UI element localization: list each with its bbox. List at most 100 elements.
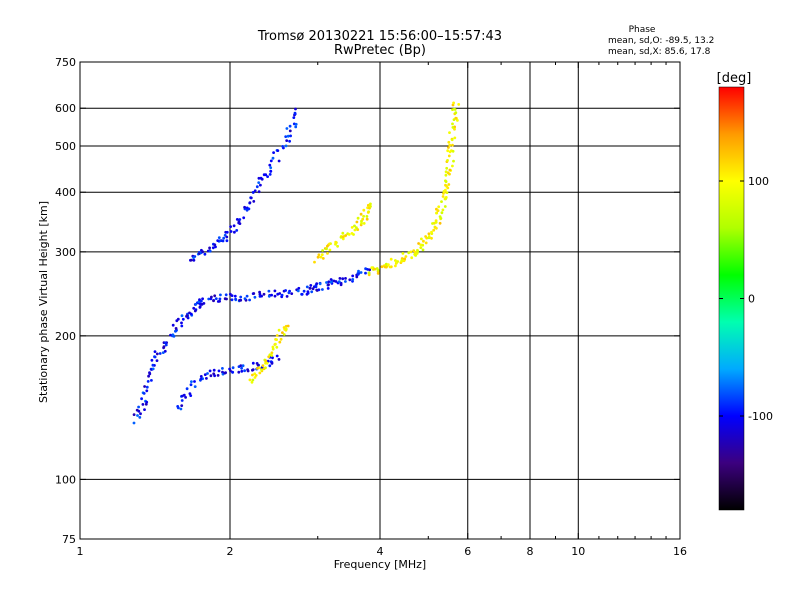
data-point — [145, 389, 149, 393]
data-point — [451, 103, 455, 107]
data-point — [355, 226, 358, 230]
y-axis-ticks: 75 100 200 300 400 500 600 750 — [55, 56, 680, 546]
x-tick-label: 16 — [673, 545, 687, 558]
data-point — [169, 333, 172, 337]
data-point — [176, 406, 180, 410]
data-point — [306, 290, 310, 294]
data-point — [446, 149, 450, 153]
data-point — [271, 347, 275, 351]
data-point — [243, 369, 247, 373]
data-point — [229, 369, 232, 373]
data-point — [271, 156, 275, 160]
data-point — [208, 246, 212, 250]
data-point — [240, 366, 244, 370]
data-point — [355, 220, 359, 224]
data-point — [427, 232, 431, 236]
data-point — [296, 289, 300, 293]
data-point — [284, 327, 288, 331]
data-point — [288, 124, 292, 128]
data-point — [179, 407, 183, 411]
data-point — [341, 235, 345, 239]
data-point — [341, 231, 345, 235]
data-point — [218, 297, 222, 301]
data-point — [325, 247, 328, 251]
data-point — [269, 166, 273, 170]
data-point — [282, 333, 286, 336]
data-points — [132, 101, 461, 425]
data-point — [239, 295, 243, 299]
data-point — [451, 149, 455, 153]
data-point — [290, 292, 294, 295]
data-point — [184, 396, 188, 399]
data-point — [266, 175, 269, 179]
data-point — [268, 364, 272, 368]
data-point — [150, 358, 154, 362]
data-point — [258, 290, 261, 294]
data-point — [359, 271, 363, 274]
data-point — [225, 230, 229, 234]
data-point — [224, 293, 228, 297]
data-point — [441, 195, 445, 198]
data-point — [347, 233, 351, 236]
data-point — [387, 263, 390, 267]
data-point — [253, 295, 257, 299]
data-point — [325, 281, 328, 284]
data-point — [225, 235, 229, 239]
data-point — [444, 188, 447, 192]
data-point — [356, 216, 360, 220]
data-point — [243, 297, 247, 300]
colorbar-tick-label: 100 — [748, 175, 769, 188]
data-point — [450, 138, 454, 142]
data-point — [225, 297, 228, 301]
data-point — [311, 287, 315, 291]
data-point — [277, 328, 281, 332]
data-point — [206, 372, 209, 375]
data-point — [233, 230, 236, 234]
data-point — [221, 239, 225, 243]
data-point — [281, 331, 284, 334]
data-point — [389, 257, 393, 261]
data-point — [158, 352, 162, 355]
data-point — [417, 242, 420, 245]
data-point — [163, 349, 167, 353]
data-point — [153, 355, 156, 359]
data-point — [305, 285, 309, 289]
data-point — [203, 373, 207, 376]
data-point — [239, 364, 243, 367]
data-point — [370, 266, 374, 270]
data-point — [189, 312, 193, 316]
data-point — [144, 402, 148, 406]
data-point — [300, 292, 304, 296]
data-point — [367, 273, 371, 277]
data-point — [443, 205, 447, 208]
data-point — [145, 400, 149, 404]
data-point — [147, 374, 151, 378]
data-point — [268, 163, 272, 167]
data-point — [193, 380, 196, 383]
data-point — [190, 380, 193, 383]
data-point — [435, 226, 438, 230]
data-point — [222, 236, 226, 240]
y-tick-label: 500 — [55, 140, 76, 153]
data-point — [364, 271, 367, 275]
y-tick-label: 750 — [55, 56, 76, 69]
data-point — [214, 297, 218, 300]
data-point — [190, 258, 193, 262]
data-point — [171, 333, 175, 337]
data-point — [326, 287, 330, 290]
data-point — [192, 256, 196, 259]
data-point — [384, 262, 388, 266]
data-point — [279, 337, 283, 341]
data-point — [282, 326, 286, 329]
colorbar-ticks: 100 0 -100 — [719, 175, 773, 423]
data-point — [272, 151, 275, 155]
data-point — [211, 246, 215, 250]
data-point — [250, 380, 254, 384]
data-point — [188, 392, 192, 395]
data-point — [253, 189, 257, 193]
data-point — [356, 273, 360, 276]
data-point — [292, 116, 296, 119]
data-point — [182, 393, 186, 397]
y-tick-label: 600 — [55, 102, 76, 115]
data-point — [199, 299, 203, 303]
